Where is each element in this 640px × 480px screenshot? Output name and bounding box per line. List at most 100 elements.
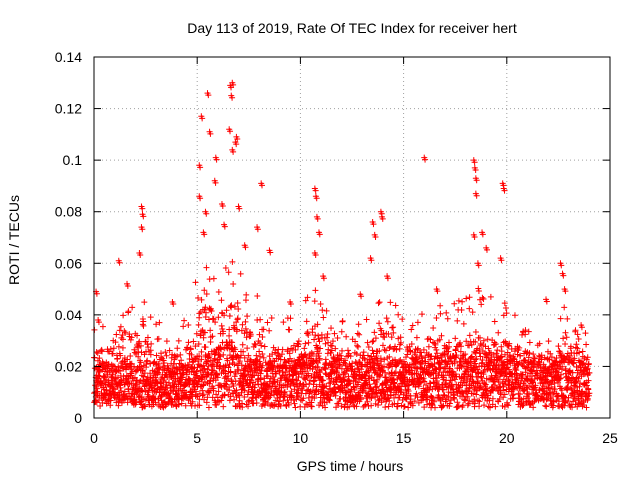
data-point bbox=[291, 386, 298, 393]
data-point bbox=[244, 391, 251, 398]
y-axis-label: ROTI / TECUs bbox=[6, 195, 22, 285]
data-point bbox=[199, 392, 206, 399]
data-point bbox=[324, 330, 331, 337]
data-point bbox=[335, 400, 342, 407]
data-point bbox=[230, 324, 237, 331]
data-point bbox=[222, 264, 229, 271]
data-point bbox=[142, 387, 149, 394]
data-point bbox=[235, 306, 242, 313]
data-point bbox=[210, 316, 217, 323]
data-point bbox=[201, 378, 208, 385]
data-point bbox=[230, 390, 237, 397]
data-point bbox=[206, 276, 213, 283]
data-point bbox=[355, 379, 362, 386]
data-point bbox=[111, 363, 118, 370]
data-point bbox=[338, 328, 345, 335]
data-point bbox=[117, 367, 124, 374]
data-point bbox=[220, 403, 227, 410]
data-point bbox=[144, 334, 151, 341]
data-point bbox=[335, 356, 342, 363]
data-point bbox=[244, 313, 251, 320]
data-point bbox=[147, 314, 154, 321]
data-point bbox=[233, 319, 240, 326]
data-point bbox=[328, 325, 335, 332]
data-point bbox=[350, 402, 357, 409]
data-point bbox=[94, 357, 101, 364]
data-point bbox=[148, 340, 155, 347]
data-point bbox=[323, 334, 330, 341]
data-point bbox=[314, 363, 321, 370]
data-point bbox=[210, 367, 217, 374]
data-point bbox=[200, 334, 207, 341]
data-point bbox=[107, 397, 114, 404]
data-point bbox=[189, 398, 196, 405]
data-point bbox=[134, 332, 141, 339]
data-point bbox=[137, 378, 144, 385]
data-point bbox=[195, 340, 202, 347]
data-point bbox=[214, 394, 221, 401]
data-point bbox=[280, 319, 287, 326]
data-point bbox=[264, 319, 271, 326]
data-point bbox=[125, 385, 132, 392]
data-point bbox=[225, 269, 232, 276]
data-point bbox=[319, 307, 326, 314]
data-point bbox=[109, 350, 116, 357]
data-point bbox=[183, 391, 190, 398]
data-point bbox=[282, 369, 289, 376]
data-point bbox=[256, 348, 263, 355]
data-point bbox=[312, 287, 319, 294]
data-point bbox=[103, 389, 110, 396]
data-point bbox=[263, 389, 270, 396]
data-point bbox=[286, 373, 293, 380]
data-point bbox=[218, 346, 225, 353]
data-point bbox=[141, 299, 148, 306]
data-point bbox=[203, 264, 210, 271]
data-point bbox=[292, 404, 299, 411]
data-point bbox=[235, 366, 242, 373]
data-point bbox=[203, 399, 210, 406]
data-point bbox=[206, 353, 213, 360]
data-point bbox=[201, 365, 208, 372]
data-point bbox=[327, 342, 334, 349]
data-point bbox=[143, 364, 150, 371]
data-point bbox=[316, 338, 323, 345]
data-point bbox=[342, 370, 349, 377]
data-point bbox=[169, 351, 176, 358]
data-point bbox=[233, 326, 240, 333]
data-point bbox=[226, 313, 233, 320]
x-tick-label: 20 bbox=[499, 430, 515, 446]
data-point bbox=[238, 362, 245, 369]
data-point bbox=[110, 345, 117, 352]
data-point bbox=[205, 363, 212, 370]
data-point bbox=[200, 381, 207, 388]
data-point bbox=[218, 322, 225, 329]
data-point bbox=[129, 304, 136, 311]
data-point bbox=[237, 270, 244, 277]
data-point bbox=[202, 329, 209, 336]
data-point bbox=[300, 395, 307, 402]
data-point bbox=[102, 376, 109, 383]
data-point bbox=[213, 401, 220, 408]
data-point bbox=[202, 344, 209, 351]
data-point bbox=[342, 401, 349, 408]
data-point bbox=[194, 372, 201, 379]
data-point bbox=[325, 339, 332, 346]
data-point bbox=[226, 332, 233, 339]
data-point bbox=[332, 360, 339, 367]
data-point bbox=[328, 375, 335, 382]
data-point bbox=[135, 353, 142, 360]
x-tick-label: 5 bbox=[193, 430, 201, 446]
data-point bbox=[198, 375, 205, 382]
data-point bbox=[317, 394, 324, 401]
data-point bbox=[217, 362, 224, 369]
data-point bbox=[224, 357, 231, 364]
data-point bbox=[162, 349, 169, 356]
data-point bbox=[323, 383, 330, 390]
data-point bbox=[306, 389, 313, 396]
data-point bbox=[225, 375, 232, 382]
data-point bbox=[208, 362, 215, 369]
data-point bbox=[353, 403, 360, 410]
data-point bbox=[247, 331, 254, 338]
data-point bbox=[331, 330, 338, 337]
